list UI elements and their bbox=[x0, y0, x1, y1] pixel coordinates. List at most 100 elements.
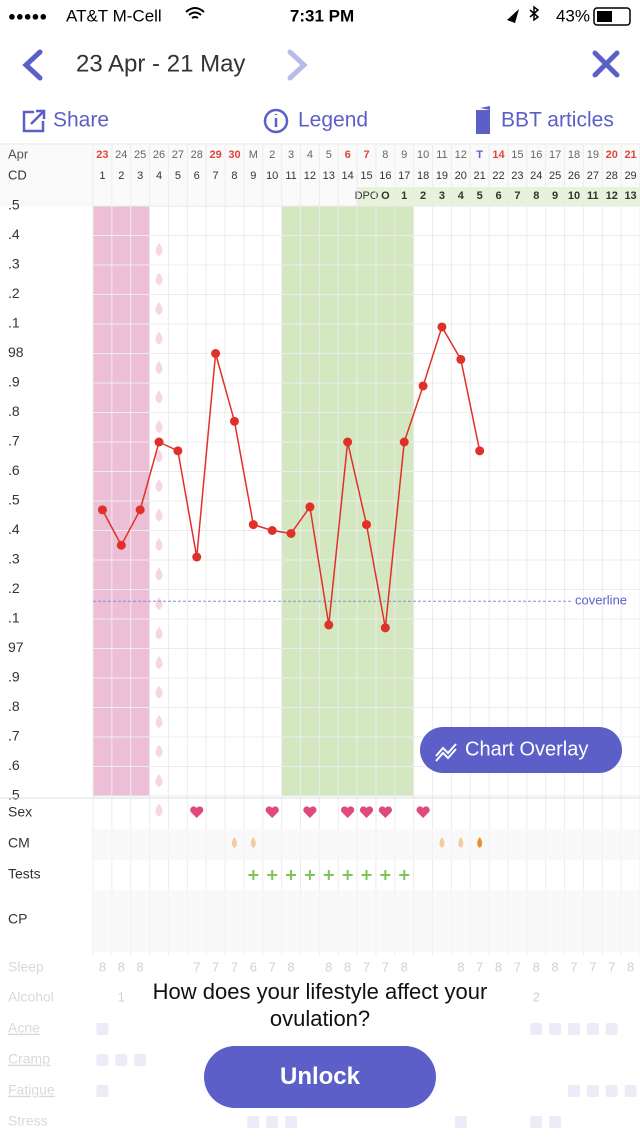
date-label: 18 bbox=[568, 149, 580, 161]
legend-label[interactable]: Legend bbox=[298, 109, 368, 132]
spotting-drop bbox=[155, 331, 163, 345]
dpo-day: 8 bbox=[533, 190, 539, 202]
cycle-day: 21 bbox=[474, 170, 486, 182]
cm-drop bbox=[458, 837, 464, 848]
spotting-drop bbox=[155, 538, 163, 551]
spotting-drop bbox=[155, 774, 163, 787]
cycle-day: 18 bbox=[417, 170, 429, 182]
overlay-button-bg[interactable] bbox=[420, 727, 622, 773]
battery-fill bbox=[597, 11, 612, 22]
articles-button[interactable]: BBT articles bbox=[476, 106, 614, 134]
prev-button[interactable] bbox=[22, 49, 43, 81]
cycle-day: 10 bbox=[266, 170, 278, 182]
temperature-point bbox=[267, 526, 277, 535]
dpo-day: 11 bbox=[587, 190, 599, 202]
dpo-day: 3 bbox=[439, 190, 445, 202]
cycle-day: 11 bbox=[285, 170, 296, 182]
temperature-point bbox=[211, 349, 221, 358]
spotting-drop bbox=[155, 361, 163, 374]
spotting-drop bbox=[155, 243, 163, 256]
date-label: 15 bbox=[511, 149, 523, 161]
temperature-point bbox=[97, 505, 107, 515]
cycle-day: 17 bbox=[398, 170, 410, 182]
unlock-button[interactable]: Unlock bbox=[204, 1046, 436, 1108]
test-plus bbox=[323, 870, 334, 880]
spotting-drop bbox=[155, 744, 163, 758]
date-label: 23 bbox=[96, 149, 108, 161]
share-label[interactable]: Share bbox=[53, 109, 109, 132]
date-label: 2 bbox=[269, 149, 275, 161]
y-tick-label: 98 bbox=[8, 344, 24, 360]
close-button[interactable] bbox=[592, 50, 620, 78]
test-plus bbox=[248, 870, 259, 880]
dpo-day: 7 bbox=[514, 190, 520, 202]
test-plus bbox=[380, 870, 391, 880]
sex-heart bbox=[341, 806, 355, 818]
date-label: 12 bbox=[455, 149, 467, 161]
dpo-day: 6 bbox=[495, 190, 501, 202]
temperature-point bbox=[154, 437, 164, 447]
cycle-day: 20 bbox=[455, 170, 467, 182]
overlay-button-label[interactable]: Chart Overlay bbox=[465, 738, 588, 760]
date-label: 5 bbox=[326, 149, 332, 161]
test-plus bbox=[399, 870, 410, 880]
date-range: 23 Apr - 21 May bbox=[76, 50, 245, 77]
y-tick-label: .9 bbox=[8, 669, 20, 685]
temperature-point bbox=[437, 322, 447, 332]
cycle-day: 12 bbox=[304, 170, 316, 182]
cm-drop bbox=[477, 837, 483, 848]
carrier: AT&T M-Cell bbox=[66, 6, 162, 25]
y-tick-label: .2 bbox=[8, 580, 20, 596]
temperature-point bbox=[135, 505, 145, 515]
month-label: Apr bbox=[8, 146, 29, 161]
date-label: 21 bbox=[624, 149, 636, 161]
cycle-day: 2 bbox=[118, 170, 124, 182]
date-label: 14 bbox=[492, 149, 505, 161]
sex-heart bbox=[190, 806, 204, 818]
dpo-row-bg bbox=[357, 187, 640, 206]
cycle-day: 14 bbox=[342, 170, 354, 182]
dpo-day: 10 bbox=[568, 190, 580, 202]
test-plus bbox=[304, 870, 315, 880]
temperature-point bbox=[192, 552, 202, 562]
temperature-point bbox=[456, 354, 466, 364]
date-label: 10 bbox=[417, 149, 429, 161]
share-button[interactable]: Share bbox=[22, 109, 109, 133]
dpo-label: DPO bbox=[355, 190, 379, 202]
date-label: 6 bbox=[345, 149, 351, 161]
date-label: 26 bbox=[153, 149, 165, 161]
row-label: Tests bbox=[8, 866, 41, 882]
dpo-day: 12 bbox=[606, 190, 618, 202]
cycle-day: 15 bbox=[360, 170, 372, 182]
spotting-drop bbox=[155, 449, 163, 463]
info-icon bbox=[263, 108, 289, 134]
temperature-point bbox=[399, 437, 409, 447]
cycle-day: 26 bbox=[568, 170, 580, 182]
temperature-point bbox=[475, 446, 485, 456]
sex-heart bbox=[416, 806, 430, 818]
temperature-point bbox=[380, 623, 390, 633]
row-label: CP bbox=[8, 911, 27, 927]
cycle-day: 3 bbox=[137, 170, 143, 182]
y-tick-label: .4 bbox=[8, 226, 20, 242]
cm-row-bg bbox=[93, 829, 640, 860]
date-label: 20 bbox=[606, 149, 618, 161]
cm-drop bbox=[250, 837, 256, 848]
cycle-day: 27 bbox=[587, 170, 599, 182]
temperature-point bbox=[418, 381, 428, 391]
spotting-drop bbox=[155, 626, 163, 640]
y-tick-label: .5 bbox=[8, 197, 20, 213]
lock-question: How does your lifestyle affect your ovul… bbox=[152, 979, 488, 1031]
book-icon bbox=[476, 106, 490, 134]
y-tick-label: .5 bbox=[8, 787, 20, 803]
cd-label: CD bbox=[8, 167, 27, 182]
legend-button[interactable]: Legend bbox=[263, 108, 368, 134]
next-button[interactable] bbox=[287, 49, 308, 81]
articles-label[interactable]: BBT articles bbox=[501, 109, 614, 132]
spotting-drop bbox=[155, 508, 163, 522]
spotting-drop bbox=[155, 656, 163, 669]
chart-overlay-button[interactable]: Chart Overlay bbox=[420, 727, 622, 773]
y-tick-label: .5 bbox=[8, 492, 20, 508]
date-label: 25 bbox=[134, 149, 146, 161]
